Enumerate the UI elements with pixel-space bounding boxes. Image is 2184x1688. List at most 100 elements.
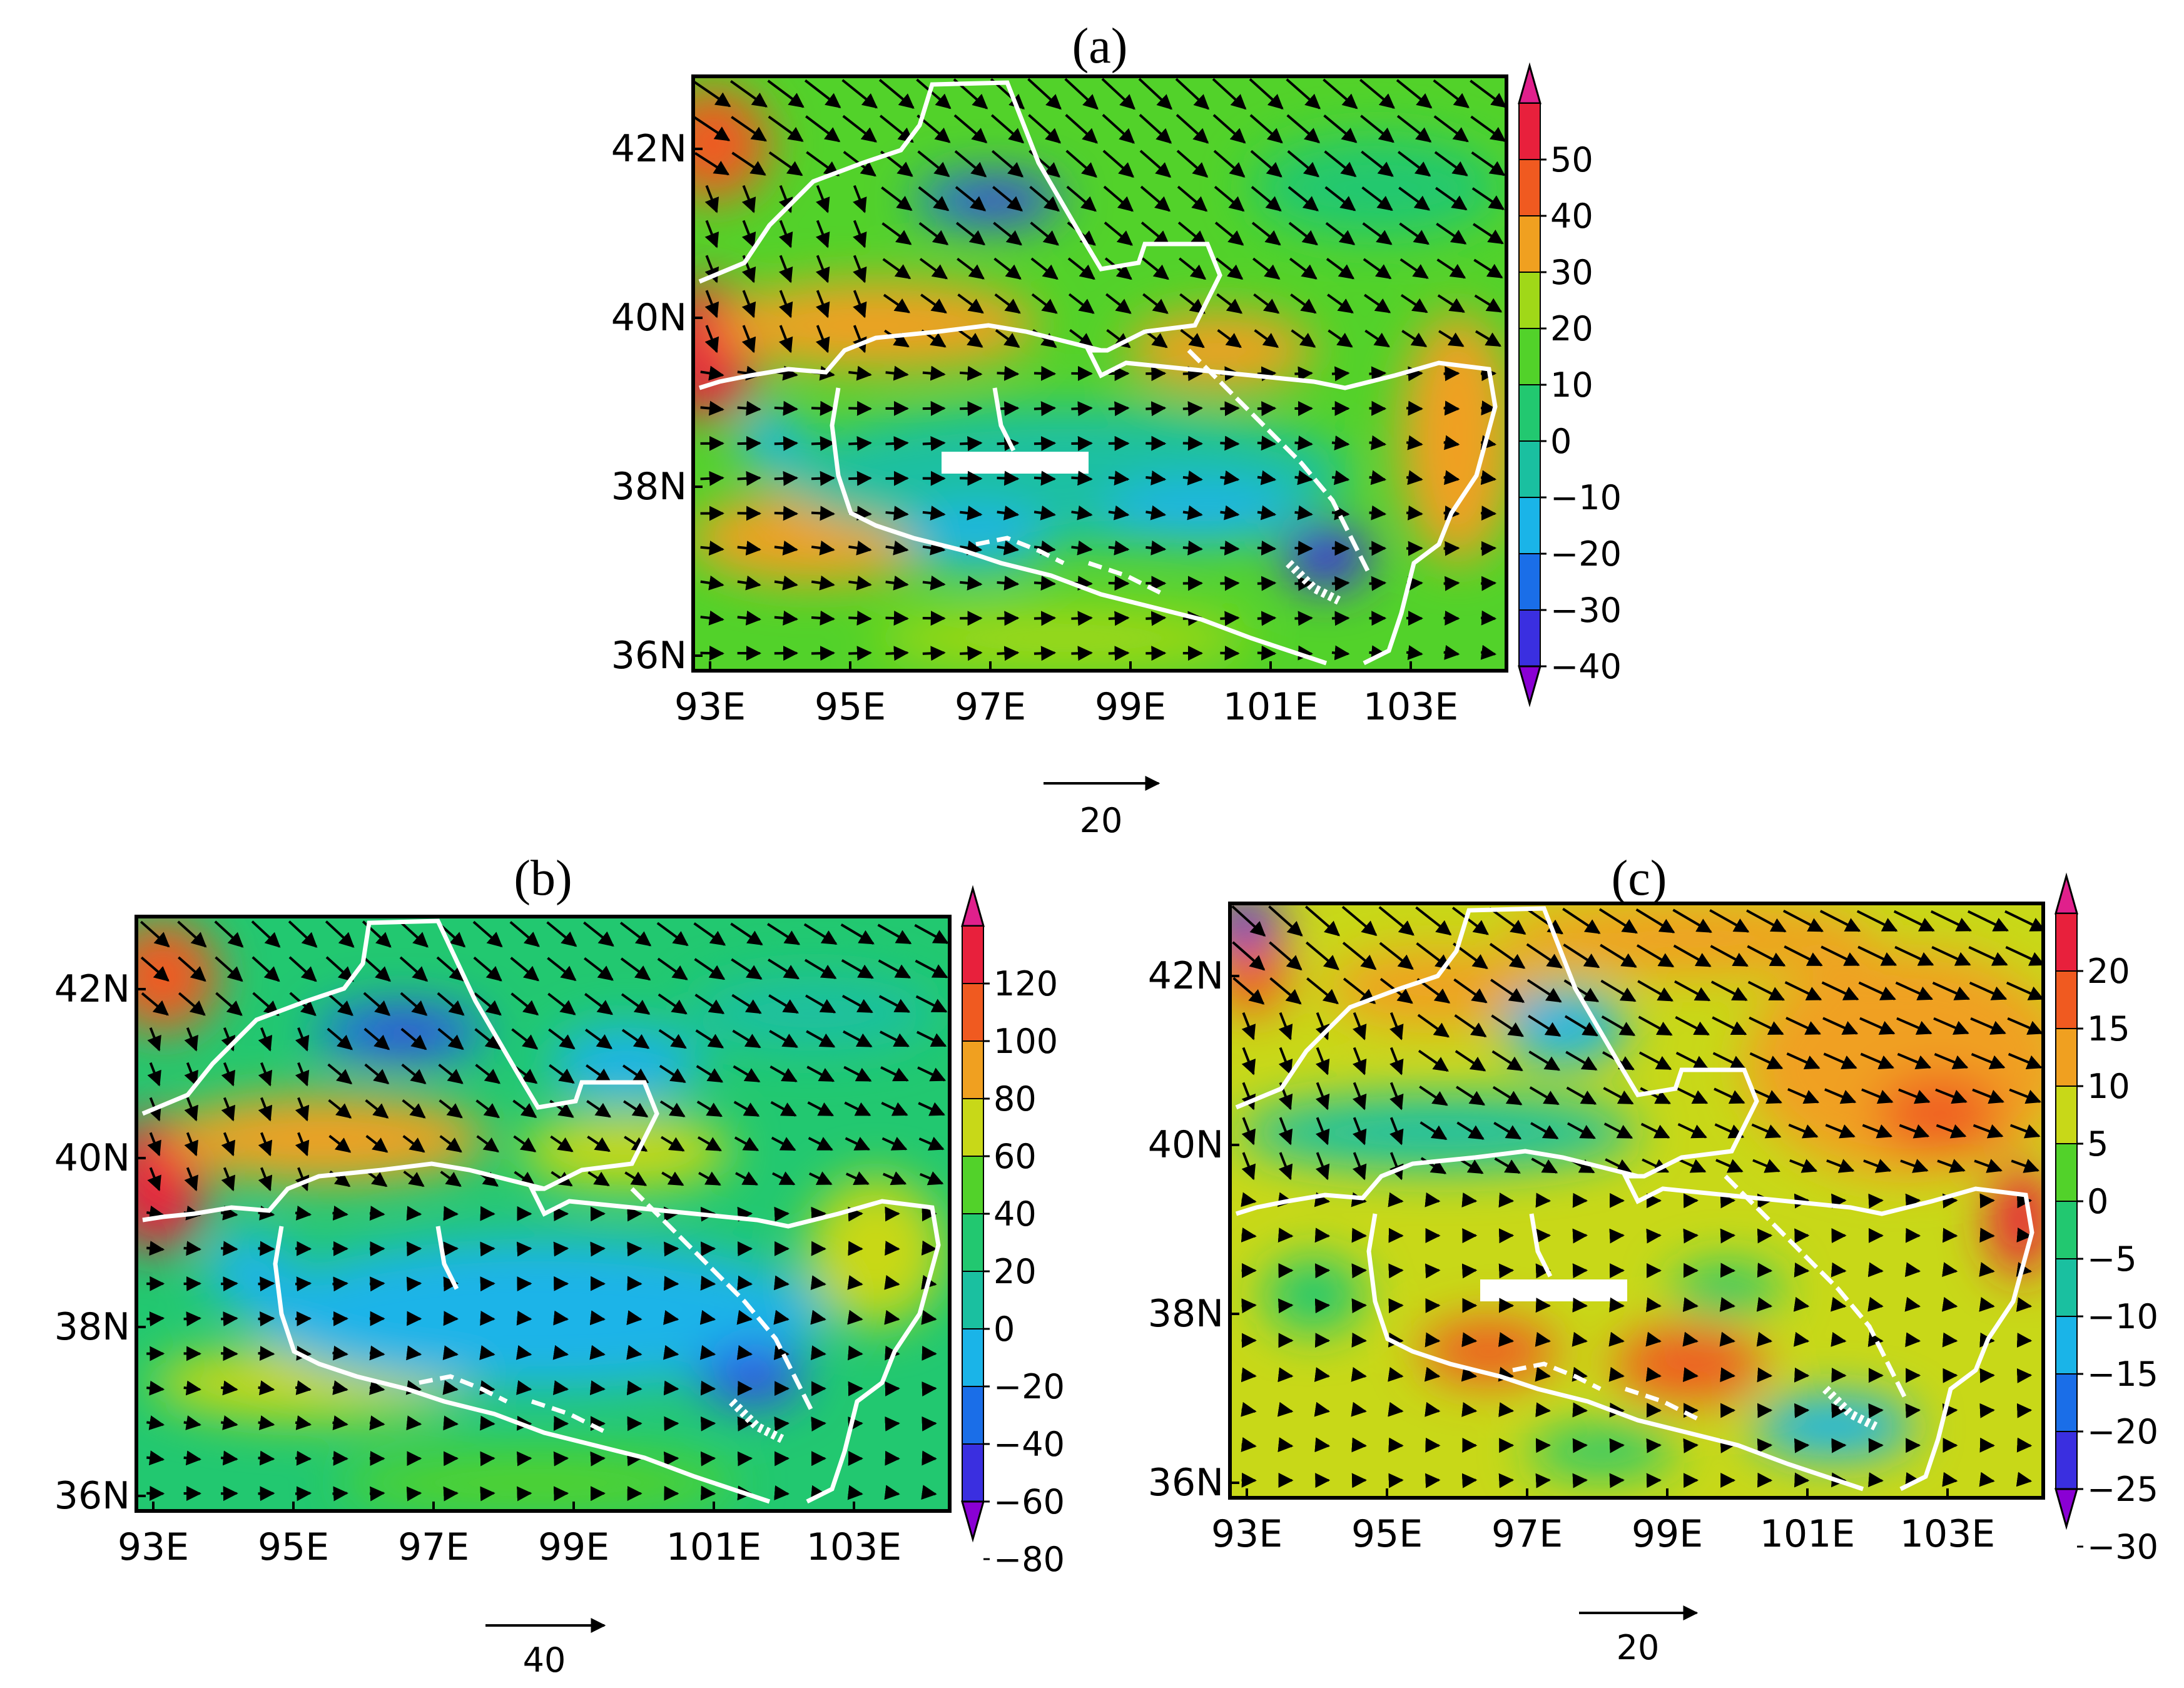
- wind-vector: [1675, 1015, 1710, 1036]
- wind-vector: [853, 220, 867, 248]
- wind-vector: [997, 506, 1020, 521]
- wind-vector: [953, 114, 988, 143]
- y-tick-label: 36N: [1148, 1461, 1224, 1505]
- wind-vector: [258, 1097, 273, 1122]
- wind-vector: [510, 992, 539, 1016]
- wind-vector: [884, 1274, 900, 1290]
- wind-vector: [1609, 1438, 1625, 1453]
- wind-vector: [406, 1415, 422, 1431]
- wind-vector: [882, 1171, 907, 1186]
- wind-vector: [399, 956, 429, 982]
- wind-vector: [811, 646, 836, 661]
- wind-vector: [768, 115, 804, 142]
- colorbar-band: [2055, 1143, 2078, 1202]
- x-axis: 93E 95E 97E 99E 101E 103E: [1211, 1488, 1995, 1556]
- wind-vector: [1176, 114, 1209, 144]
- wind-vector: [1572, 1473, 1588, 1488]
- wind-vector: [741, 325, 756, 353]
- wind-vector: [733, 1065, 761, 1083]
- y-tick-label: 38N: [1148, 1292, 1224, 1336]
- wind-vector: [698, 1171, 721, 1186]
- wind-vector: [1328, 329, 1353, 348]
- wind-vector: [369, 1415, 385, 1431]
- wind-vector: [1294, 541, 1313, 556]
- colorbar-band: [2055, 1201, 2078, 1260]
- wind-vector: [1065, 150, 1097, 178]
- y-tick-label: 40N: [1148, 1123, 1224, 1167]
- wind-vector: [1438, 330, 1465, 347]
- wind-vector: [659, 1064, 686, 1084]
- x-tick-label: 101E: [1223, 685, 1318, 729]
- wind-vector: [1437, 294, 1465, 313]
- wind-vector: [2006, 981, 2043, 1000]
- colorbar-band: [1518, 609, 1541, 668]
- wind-vector: [993, 257, 1022, 280]
- wind-vector: [1257, 611, 1277, 626]
- wind-vector: [183, 1415, 201, 1430]
- wind-vector: [1232, 941, 1266, 971]
- wind-vector: [1216, 257, 1244, 280]
- wind-vector: [772, 1171, 796, 1186]
- wind-vector: [1675, 1052, 1709, 1070]
- wind-vector: [700, 1451, 716, 1467]
- wind-vector: [364, 1063, 390, 1085]
- y-axis: 42N 40N 38N 36N: [54, 967, 146, 1518]
- panel-title: (a): [1072, 19, 1128, 74]
- colorbar-band: [2055, 913, 2078, 972]
- wind-vector: [1436, 223, 1467, 245]
- wind-vector: [1793, 1296, 1810, 1312]
- colorbar-band: [962, 1443, 984, 1503]
- wind-vector: [1942, 1262, 1958, 1278]
- wind-vector: [1220, 540, 1240, 556]
- wind-vector: [1138, 78, 1173, 110]
- wind-vector: [663, 1451, 679, 1467]
- wind-vector: [844, 1101, 871, 1117]
- wind-vector: [1220, 505, 1240, 521]
- x-tick-label: 93E: [118, 1525, 189, 1569]
- wind-vector: [1034, 540, 1057, 556]
- wind-vector: [1029, 185, 1060, 212]
- wind-vector: [1757, 1367, 1773, 1383]
- wind-vector: [509, 921, 540, 947]
- wind-vector: [700, 645, 724, 661]
- wind-vector: [1793, 1331, 1810, 1347]
- wind-vector: [1331, 505, 1350, 521]
- wind-vector: [1034, 611, 1057, 626]
- wind-vector: [1269, 941, 1303, 971]
- wind-vector: [480, 1241, 495, 1257]
- contour-field: [693, 76, 1506, 671]
- colorbar-band: [2055, 970, 2078, 1030]
- wind-vector: [1831, 1296, 1847, 1312]
- y-tick-label: 36N: [54, 1474, 130, 1518]
- wind-vector: [436, 956, 465, 982]
- wind-vector: [1794, 1438, 1810, 1453]
- wind-vector: [704, 290, 719, 318]
- wind-vector: [694, 994, 725, 1015]
- wind-vector: [815, 290, 830, 318]
- colorbar-label: −80: [993, 1540, 1065, 1579]
- wind-vector: [1491, 1050, 1523, 1072]
- wind-vector: [1979, 1437, 1995, 1453]
- wind-vector: [1257, 470, 1277, 486]
- wind-vector: [220, 1311, 238, 1327]
- colorbar-top-triangle: [1518, 62, 1541, 104]
- wind-vector: [700, 1485, 716, 1501]
- colorbar-label: −15: [2087, 1355, 2158, 1394]
- wind-vector: [295, 1027, 310, 1052]
- wind-vector: [1598, 908, 1638, 934]
- x-tick-label: 103E: [1363, 685, 1458, 729]
- wind-vector: [1481, 610, 1497, 626]
- colorbar-bottom-triangle: [1518, 665, 1541, 708]
- wind-vector: [220, 1205, 238, 1221]
- wind-vector: [476, 1135, 500, 1153]
- wind-vector: [327, 1063, 353, 1085]
- wind-vector: [1461, 1401, 1478, 1417]
- wind-vector: [1406, 400, 1423, 416]
- wind-vector: [326, 992, 353, 1016]
- wind-vector: [1746, 909, 1787, 933]
- wind-vector: [885, 611, 909, 626]
- colorbar-band: [1518, 553, 1541, 611]
- wind-vector: [183, 1241, 202, 1256]
- wind-vector: [1640, 1122, 1670, 1139]
- wind-vector: [1388, 1366, 1404, 1382]
